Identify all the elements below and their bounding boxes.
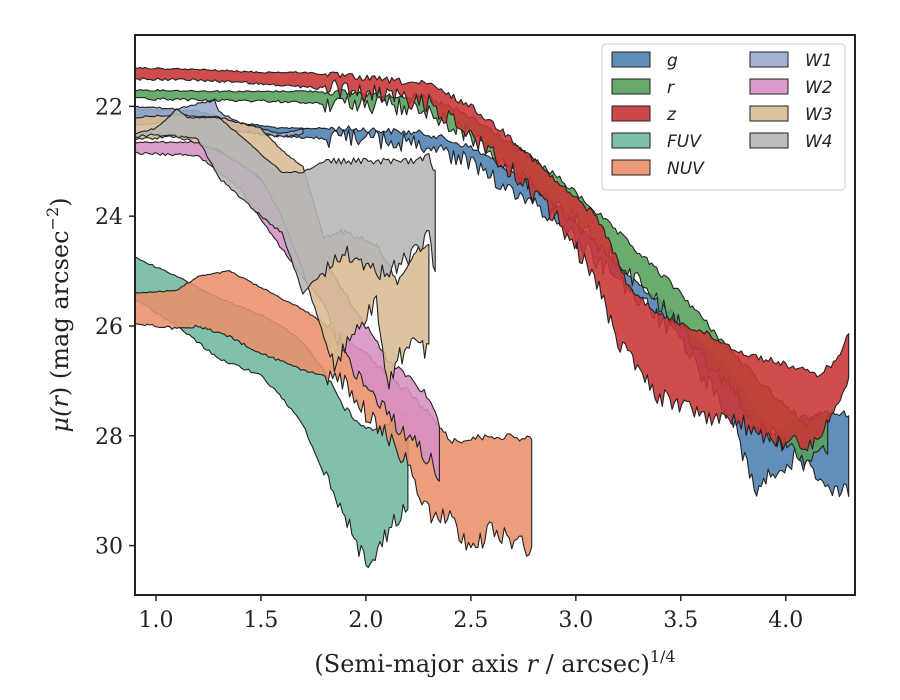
legend-swatch-r [611,78,651,95]
x-tick-label: 1.5 [243,608,278,633]
legend-swatch-w4 [749,132,789,149]
legend-swatch-g [611,51,651,68]
x-tick-label: 3.0 [558,608,593,633]
legend-swatch-w1 [749,51,789,68]
x-tick-label: 4.0 [768,608,803,633]
legend-swatch-fuv [611,132,651,149]
y-tick-label: 28 [95,425,123,450]
legend-label-z: z [666,105,677,125]
plot-frame [134,34,856,596]
series-band-g [135,108,850,498]
legend-label-w1: W1 [805,51,833,71]
series-band-w4 [135,108,436,295]
legend-swatch-z [611,105,651,122]
legend-label-nuv: NUV [667,159,705,179]
legend-label-w2: W2 [805,78,833,98]
y-tick-label: 26 [95,315,123,340]
ticks-layer: 1.0 1.5 2.0 2.5 3.0 3.5 4.0 22 24 26 28 30 [95,95,803,633]
x-axis-label: (Semi-major axis r / arcsec)1/4 [314,647,675,678]
legend-label-fuv: FUV [667,132,702,152]
legend-label-g: g [667,51,678,71]
legend-swatch-w3 [749,105,789,122]
x-tick-label: 3.5 [663,608,698,633]
legend-label-w3: W3 [805,105,833,125]
y-tick-label: 22 [95,95,123,120]
legend-label-w4: W4 [805,132,833,152]
legend: grz FUV NUV W1 W2 W3 W4 [601,43,846,191]
series-band-z [135,66,850,452]
legend-swatch-nuv [611,159,651,176]
y-tick-label: 24 [95,205,123,230]
y-tick-label: 30 [95,535,123,560]
legend-label-r: r [667,78,675,98]
y-axis-label: μ(r) (mag arcsec−2) [43,197,74,432]
x-tick-label: 2.5 [453,608,488,633]
x-tick-label: 1.0 [138,608,173,633]
series-layer [135,66,850,569]
series-band-nuv [135,270,533,557]
x-tick-label: 2.0 [348,608,383,633]
legend-swatch-w2 [749,78,789,95]
